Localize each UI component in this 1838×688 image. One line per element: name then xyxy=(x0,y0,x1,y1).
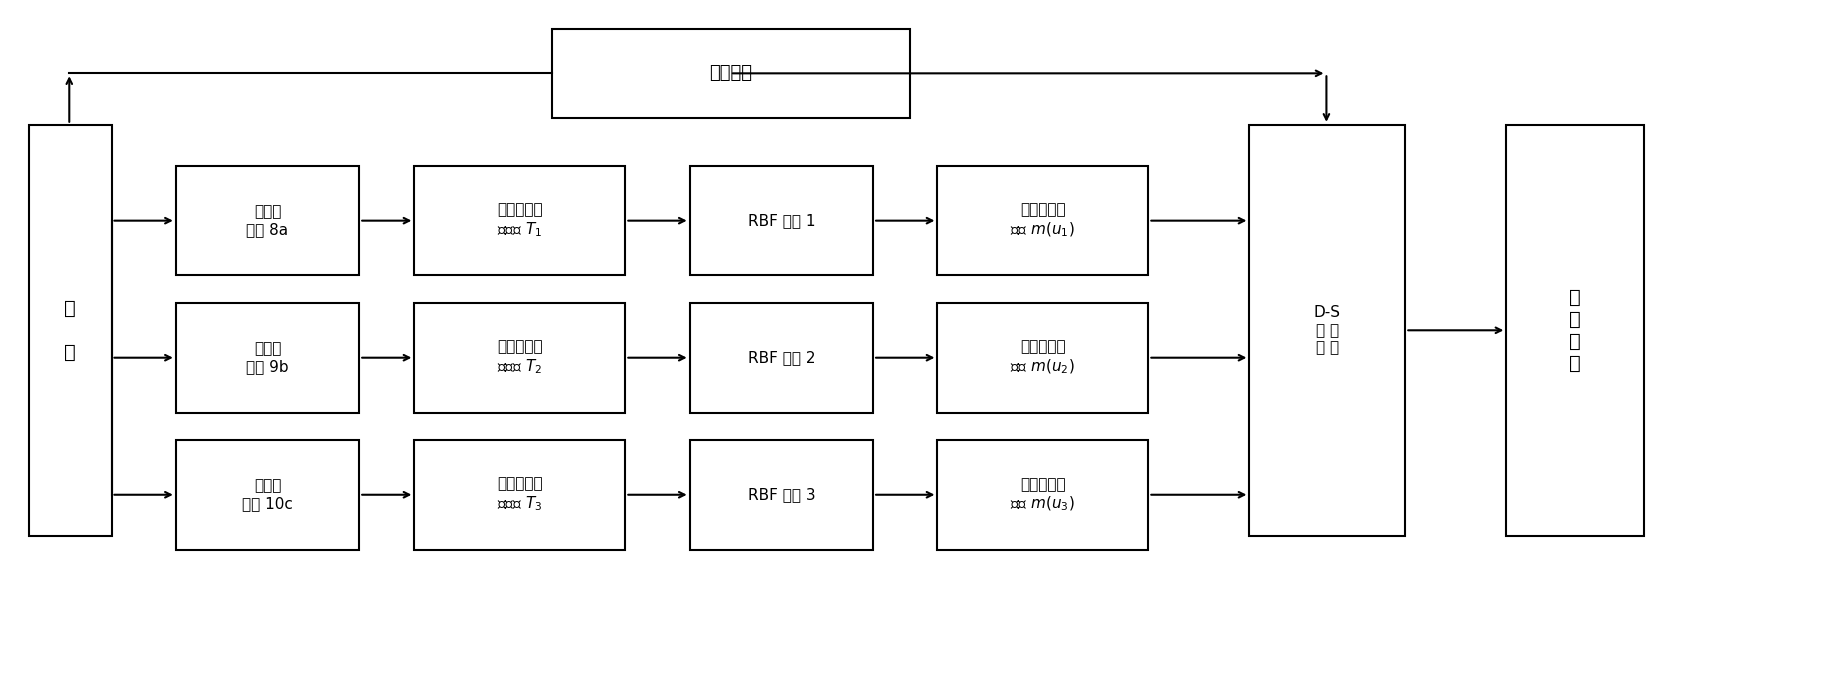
Text: D-S
证 据
融 合: D-S 证 据 融 合 xyxy=(1314,305,1342,355)
Text: 流

型: 流 型 xyxy=(64,299,75,362)
FancyBboxPatch shape xyxy=(1507,125,1643,536)
FancyBboxPatch shape xyxy=(689,166,873,275)
FancyBboxPatch shape xyxy=(937,303,1149,413)
Text: RBF 网络 3: RBF 网络 3 xyxy=(748,487,816,502)
FancyBboxPatch shape xyxy=(689,303,873,413)
FancyBboxPatch shape xyxy=(414,303,625,413)
Text: RBF 网络 1: RBF 网络 1 xyxy=(748,213,814,228)
Text: 压差变
送器 8a: 压差变 送器 8a xyxy=(246,204,289,237)
Text: 小波包信息
熵特征 $T_3$: 小波包信息 熵特征 $T_3$ xyxy=(496,477,542,513)
Text: 基本可信度
分配 $m(u_2)$: 基本可信度 分配 $m(u_2)$ xyxy=(1011,340,1075,376)
FancyBboxPatch shape xyxy=(176,440,358,550)
FancyBboxPatch shape xyxy=(551,29,910,118)
FancyBboxPatch shape xyxy=(937,440,1149,550)
Text: 识别框架: 识别框架 xyxy=(709,65,752,83)
Text: 基本可信度
分配 $m(u_3)$: 基本可信度 分配 $m(u_3)$ xyxy=(1011,477,1075,513)
Text: 压差变
送器 9b: 压差变 送器 9b xyxy=(246,341,289,374)
FancyBboxPatch shape xyxy=(1250,125,1406,536)
FancyBboxPatch shape xyxy=(937,166,1149,275)
Text: 基本可信度
分配 $m(u_1)$: 基本可信度 分配 $m(u_1)$ xyxy=(1011,202,1075,239)
FancyBboxPatch shape xyxy=(29,125,112,536)
Text: 压差变
送器 10c: 压差变 送器 10c xyxy=(243,479,292,511)
FancyBboxPatch shape xyxy=(176,303,358,413)
Text: 识
别
结
果: 识 别 结 果 xyxy=(1570,288,1581,373)
Text: 小波包信息
熵特征 $T_2$: 小波包信息 熵特征 $T_2$ xyxy=(496,339,542,376)
FancyBboxPatch shape xyxy=(176,166,358,275)
Text: 小波包信息
熵特征 $T_1$: 小波包信息 熵特征 $T_1$ xyxy=(496,202,542,239)
FancyBboxPatch shape xyxy=(414,166,625,275)
FancyBboxPatch shape xyxy=(689,440,873,550)
Text: RBF 网络 2: RBF 网络 2 xyxy=(748,350,814,365)
FancyBboxPatch shape xyxy=(414,440,625,550)
